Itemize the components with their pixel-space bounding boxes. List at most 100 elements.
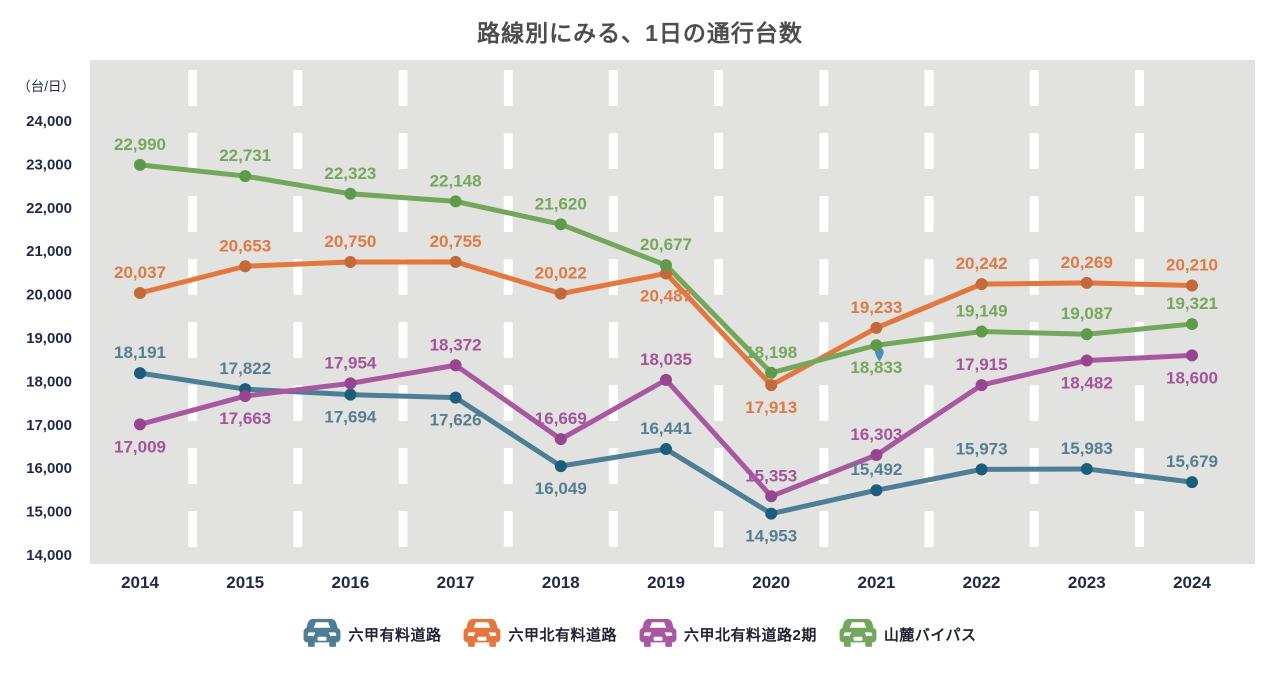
data-label-rokko-north-toll-road: 20,653 [219, 236, 271, 255]
data-label-rokko-toll-road: 17,822 [219, 359, 271, 378]
lane-dash [398, 196, 408, 232]
lane-dash [1029, 448, 1039, 484]
data-point-sanroku-bypass [660, 259, 672, 272]
lane-dash [188, 448, 198, 484]
lane-dash [1029, 511, 1039, 547]
y-tick-label: 14,000 [26, 547, 72, 564]
data-point-rokko-north-toll-road [660, 267, 672, 280]
lane-dash [188, 133, 198, 169]
lane-dash [819, 385, 829, 421]
y-tick-label: 19,000 [26, 330, 72, 347]
lane-dash [1134, 385, 1144, 421]
lane-dash [714, 448, 724, 484]
lane-dash [608, 133, 618, 169]
lane-dash [188, 322, 198, 358]
legend-label: 山麓バイパス [883, 626, 977, 644]
data-point-sanroku-bypass [239, 170, 252, 183]
data-point-rokko-toll-road [975, 463, 988, 476]
data-point-rokko-north-toll-road-2 [1080, 354, 1093, 367]
lane-dash [293, 322, 303, 358]
x-tick-label: 2015 [226, 573, 264, 592]
legend-item-sanroku-bypass: 山麓バイパス [839, 618, 977, 650]
data-point-rokko-north-toll-road [975, 278, 988, 291]
x-tick-label: 2024 [1173, 573, 1211, 592]
data-label-rokko-north-toll-road: 20,269 [1061, 253, 1113, 272]
x-tick-label: 2019 [647, 573, 685, 592]
lane-dash [1134, 70, 1144, 106]
lane-dash [398, 259, 408, 295]
data-point-rokko-toll-road [660, 443, 672, 456]
lane-dash [188, 385, 198, 421]
lane-dash [714, 70, 724, 106]
lane-dash [293, 133, 303, 169]
lane-dash [398, 448, 408, 484]
data-label-rokko-north-toll-road-2: 17,915 [956, 355, 1008, 374]
data-point-rokko-north-toll-road-2 [239, 390, 252, 403]
car-icon [464, 618, 501, 647]
data-point-rokko-north-toll-road-2 [1186, 349, 1198, 362]
data-label-sanroku-bypass: 19,321 [1166, 294, 1218, 313]
lane-dash [819, 511, 829, 547]
lane-dash [819, 70, 829, 106]
data-label-sanroku-bypass: 20,677 [640, 235, 692, 254]
lane-dash [293, 448, 303, 484]
y-axis-unit-label: （台/日） [17, 79, 75, 94]
data-point-sanroku-bypass [344, 187, 357, 200]
car-icon [304, 618, 341, 647]
lane-dash [714, 511, 724, 547]
data-label-rokko-north-toll-road: 20,755 [430, 232, 482, 251]
data-label-rokko-toll-road: 18,191 [114, 343, 166, 362]
data-label-rokko-north-toll-road-2: 18,372 [430, 335, 482, 354]
data-point-sanroku-bypass [1186, 318, 1198, 331]
lane-dash [398, 385, 408, 421]
data-label-sanroku-bypass: 22,148 [430, 171, 482, 190]
data-point-rokko-north-toll-road-2 [449, 359, 462, 372]
data-point-sanroku-bypass [870, 339, 883, 352]
data-point-rokko-north-toll-road-2 [660, 373, 672, 386]
data-point-sanroku-bypass [134, 158, 146, 171]
data-point-sanroku-bypass [554, 218, 567, 231]
lane-dash [188, 259, 198, 295]
data-label-sanroku-bypass: 22,990 [114, 135, 166, 154]
data-point-sanroku-bypass [765, 366, 778, 379]
x-tick-label: 2014 [121, 573, 159, 592]
lane-dash [924, 511, 934, 547]
data-point-rokko-north-toll-road-2 [134, 418, 146, 431]
lane-dash [398, 133, 408, 169]
car-icon [839, 618, 877, 647]
x-tick-label: 2022 [963, 573, 1001, 592]
x-tick-label: 2018 [542, 573, 580, 592]
lane-dash [293, 196, 303, 232]
lane-dash [1134, 511, 1144, 547]
data-point-rokko-north-toll-road [765, 379, 778, 392]
data-point-rokko-north-toll-road-2 [870, 449, 883, 462]
lane-dash [608, 322, 618, 358]
data-label-rokko-north-toll-road: 20,487 [640, 286, 692, 305]
data-label-rokko-north-toll-road-2: 15,353 [745, 466, 797, 485]
lane-dash [398, 511, 408, 547]
lane-dash [819, 196, 829, 232]
lane-dash [1134, 259, 1144, 295]
data-label-rokko-north-toll-road: 20,037 [114, 263, 166, 282]
data-point-rokko-north-toll-road [239, 260, 252, 273]
lane-dash [188, 70, 198, 106]
chart-legend: 六甲有料道路 六甲北有料道路 六甲北有料道路2期 山麓バイパス [0, 618, 1280, 650]
lane-dash [1029, 133, 1039, 169]
lane-dash [924, 259, 934, 295]
data-label-sanroku-bypass: 22,323 [324, 164, 376, 183]
lane-dash [1029, 259, 1039, 295]
lane-dash [1029, 196, 1039, 232]
data-point-sanroku-bypass [449, 195, 462, 208]
data-point-sanroku-bypass [975, 325, 988, 338]
data-point-rokko-north-toll-road [134, 286, 146, 299]
data-point-rokko-north-toll-road-2 [344, 377, 357, 390]
chart-title: 路線別にみる、1日の通行台数 [477, 20, 803, 46]
data-label-rokko-toll-road: 17,694 [324, 408, 377, 427]
data-point-rokko-north-toll-road [1186, 279, 1198, 292]
data-point-rokko-toll-road [870, 484, 883, 497]
lane-dash [1134, 448, 1144, 484]
lane-dash [924, 385, 934, 421]
lane-dash [293, 511, 303, 547]
lane-dash [819, 133, 829, 169]
lane-dash [608, 511, 618, 547]
